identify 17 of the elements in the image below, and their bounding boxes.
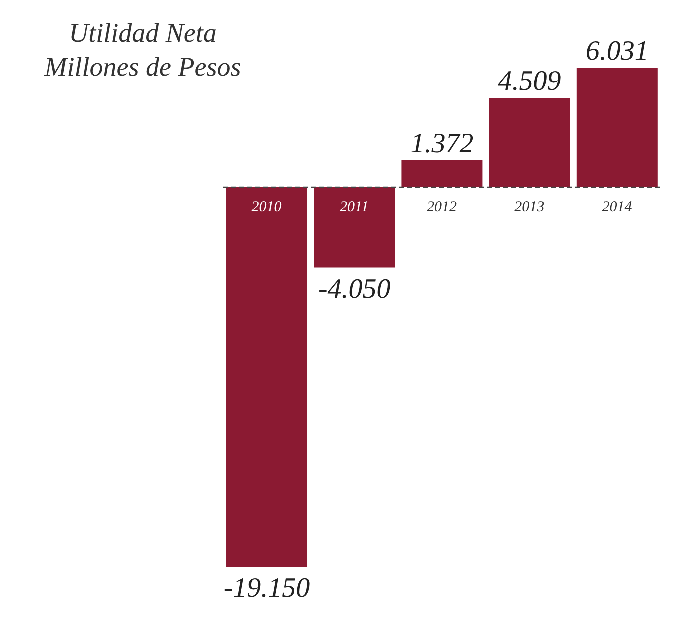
data-label: 6.031: [586, 36, 649, 67]
data-label: -19.150: [224, 573, 310, 604]
data-label: 1.372: [410, 128, 474, 160]
bar: [226, 188, 308, 567]
bar: [576, 68, 658, 188]
data-label: 4.509: [498, 66, 562, 98]
data-label: -4.050: [318, 274, 391, 305]
x-tick-label: 2011: [340, 200, 369, 216]
bar: [402, 160, 483, 188]
bar: [489, 98, 570, 188]
x-tick-label: 2013: [514, 200, 545, 216]
bar: [314, 188, 396, 268]
chart-title: Utilidad Neta: [68, 17, 218, 50]
x-tick-label: 2010: [252, 200, 282, 216]
x-tick-label: 2012: [427, 200, 458, 216]
x-tick-label: 2014: [602, 200, 633, 216]
chart-subtitle: Millones de Pesos: [44, 51, 242, 84]
